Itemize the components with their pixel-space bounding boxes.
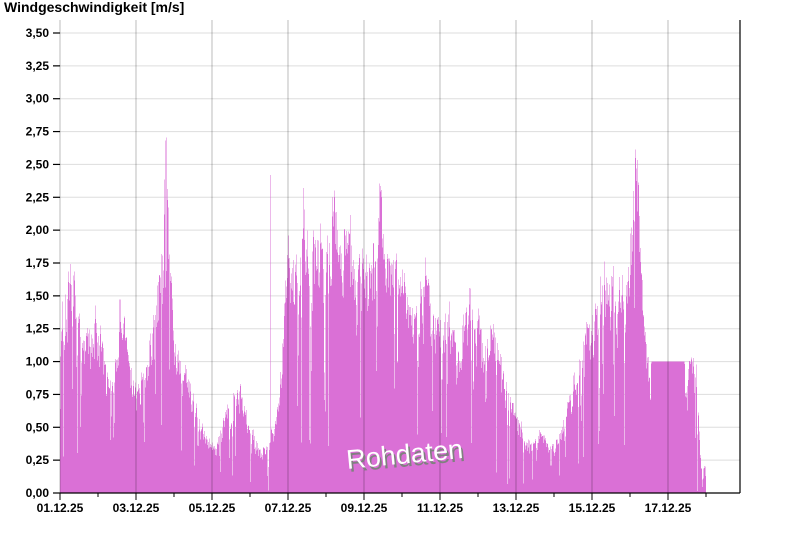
svg-text:3,50: 3,50: [26, 26, 50, 40]
svg-text:09.12.25: 09.12.25: [341, 501, 388, 515]
svg-text:15.12.25: 15.12.25: [569, 501, 616, 515]
svg-text:2,75: 2,75: [26, 125, 50, 139]
svg-text:11.12.25: 11.12.25: [417, 501, 463, 515]
svg-text:17.12.25: 17.12.25: [645, 501, 692, 515]
svg-text:2,25: 2,25: [26, 190, 50, 204]
svg-text:07.12.25: 07.12.25: [265, 501, 312, 515]
svg-text:2,50: 2,50: [26, 157, 50, 171]
svg-text:0,00: 0,00: [26, 486, 50, 500]
svg-text:01.12.25: 01.12.25: [37, 501, 84, 515]
svg-text:1,00: 1,00: [26, 355, 50, 369]
svg-text:1,50: 1,50: [26, 289, 50, 303]
svg-text:0,75: 0,75: [26, 387, 50, 401]
svg-text:0,25: 0,25: [26, 453, 50, 467]
svg-text:3,25: 3,25: [26, 59, 50, 73]
svg-text:2,00: 2,00: [26, 223, 50, 237]
svg-text:13.12.25: 13.12.25: [493, 501, 540, 515]
svg-text:0,50: 0,50: [26, 420, 50, 434]
svg-text:1,75: 1,75: [26, 256, 50, 270]
svg-text:03.12.25: 03.12.25: [113, 501, 160, 515]
svg-text:05.12.25: 05.12.25: [189, 501, 236, 515]
svg-text:1,25: 1,25: [26, 322, 50, 336]
svg-text:3,00: 3,00: [26, 92, 50, 106]
